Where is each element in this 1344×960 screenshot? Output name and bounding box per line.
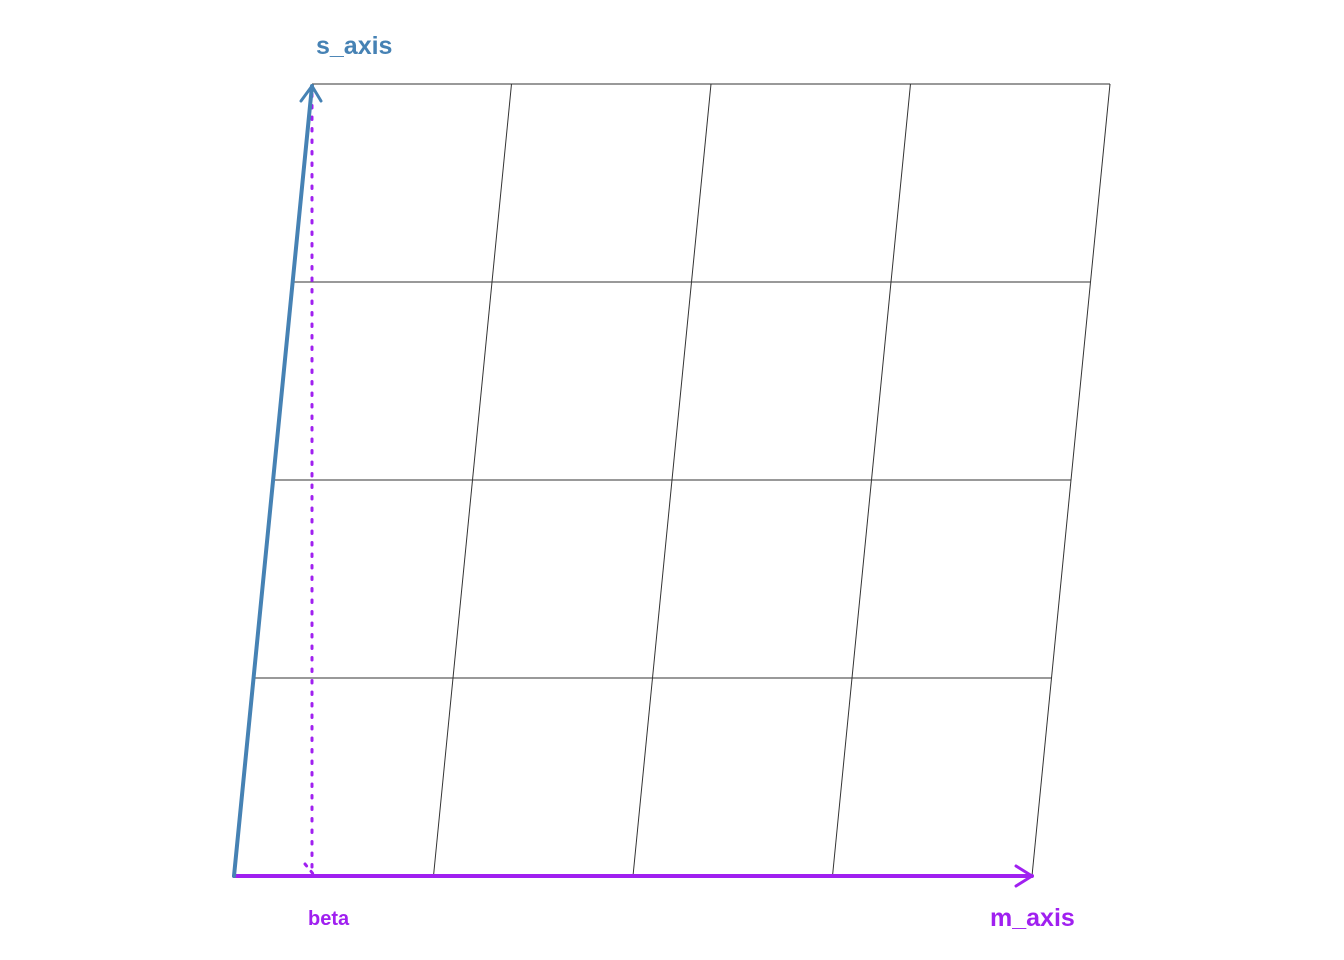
- beta-label: beta: [308, 908, 350, 930]
- s-axis-arrowhead: [299, 84, 323, 103]
- s-axis-arrow: [232, 84, 323, 878]
- s-axis-label: s_axis: [316, 32, 392, 60]
- beta-projection-tick: [303, 862, 316, 877]
- m-axis-label: m_axis: [990, 904, 1075, 932]
- m-axis-arrow: [232, 864, 1034, 888]
- grid: [253, 83, 1111, 877]
- m-axis-arrowhead: [1014, 864, 1034, 888]
- s-axis-line: [232, 84, 314, 878]
